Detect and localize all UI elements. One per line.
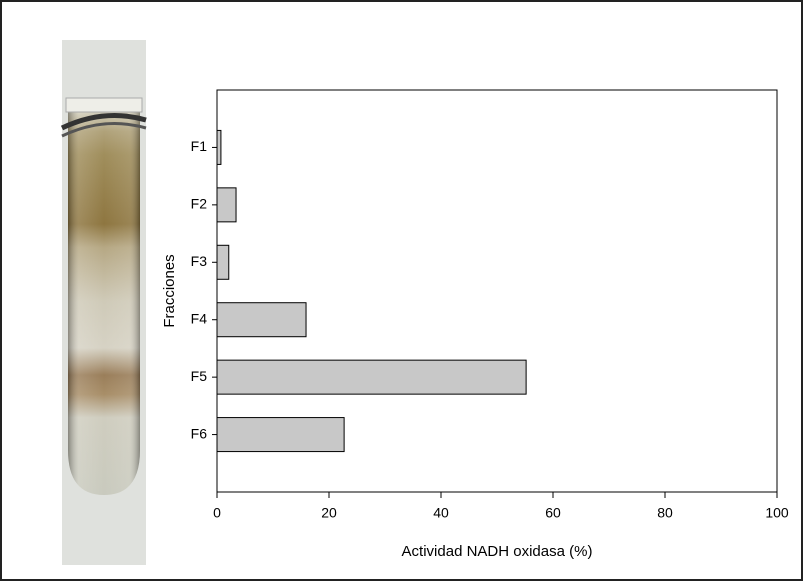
bar: [216, 417, 345, 453]
y-tick-label: F3: [191, 253, 208, 269]
plot-area: [216, 89, 778, 493]
x-tick-label: 40: [433, 505, 449, 521]
x-tick-label: 100: [765, 505, 789, 521]
y-axis-label: Fracciones: [161, 254, 178, 327]
y-tick-label: F4: [191, 310, 208, 326]
bar: [216, 129, 222, 165]
x-axis-label: Actividad NADH oxidasa (%): [402, 543, 593, 560]
x-tick-label: 20: [321, 505, 337, 521]
bar: [216, 359, 527, 395]
y-tick-label: F1: [191, 138, 208, 154]
x-tick-label: 0: [213, 505, 221, 521]
x-tick-label: 80: [657, 505, 673, 521]
x-tick-label: 60: [545, 505, 561, 521]
test-tube-photo: [60, 40, 147, 565]
y-tick-label: F5: [191, 368, 208, 384]
y-tick-label: F2: [191, 196, 208, 212]
y-tick-label: F6: [191, 425, 208, 441]
bar: [216, 244, 230, 280]
bar: [216, 187, 237, 223]
bar: [216, 302, 307, 338]
